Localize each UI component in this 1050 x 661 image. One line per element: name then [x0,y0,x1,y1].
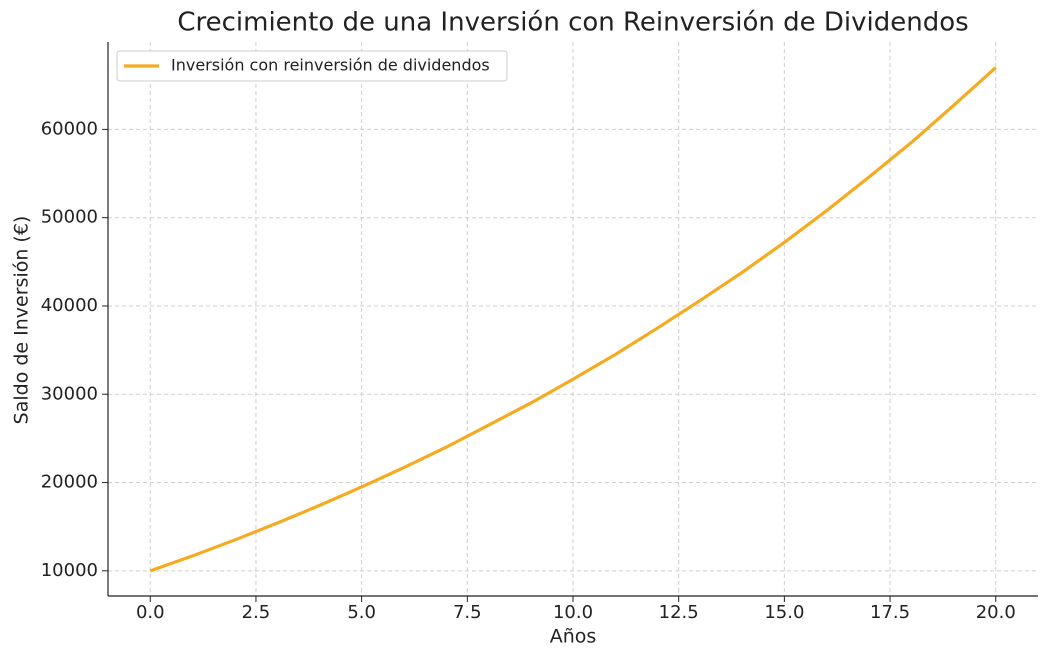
y-tick-label: 60000 [41,118,98,139]
y-axis-label: Saldo de Inversión (€) [11,216,33,425]
x-tick-label: 20.0 [976,602,1016,623]
y-tick-label: 30000 [41,383,98,404]
y-tick-label: 50000 [41,207,98,228]
x-tick-label: 15.0 [764,602,804,623]
x-tick-label: 7.5 [453,602,482,623]
x-tick-label: 0.0 [136,602,165,623]
legend-label: Inversión con reinversión de dividendos [171,56,490,75]
x-tick-label: 2.5 [242,602,271,623]
x-tick-label: 17.5 [870,602,910,623]
legend-box [116,50,508,82]
x-tick-label: 10.0 [553,602,593,623]
x-axis-label: Años [550,626,597,648]
x-tick-label: 5.0 [347,602,376,623]
chart-title: Crecimiento de una Inversión con Reinver… [177,8,968,38]
y-tick-label: 10000 [41,560,98,581]
x-tick-label: 12.5 [659,602,699,623]
y-tick-label: 40000 [41,295,98,316]
y-tick-label: 20000 [41,472,98,493]
data-line [149,66,997,573]
